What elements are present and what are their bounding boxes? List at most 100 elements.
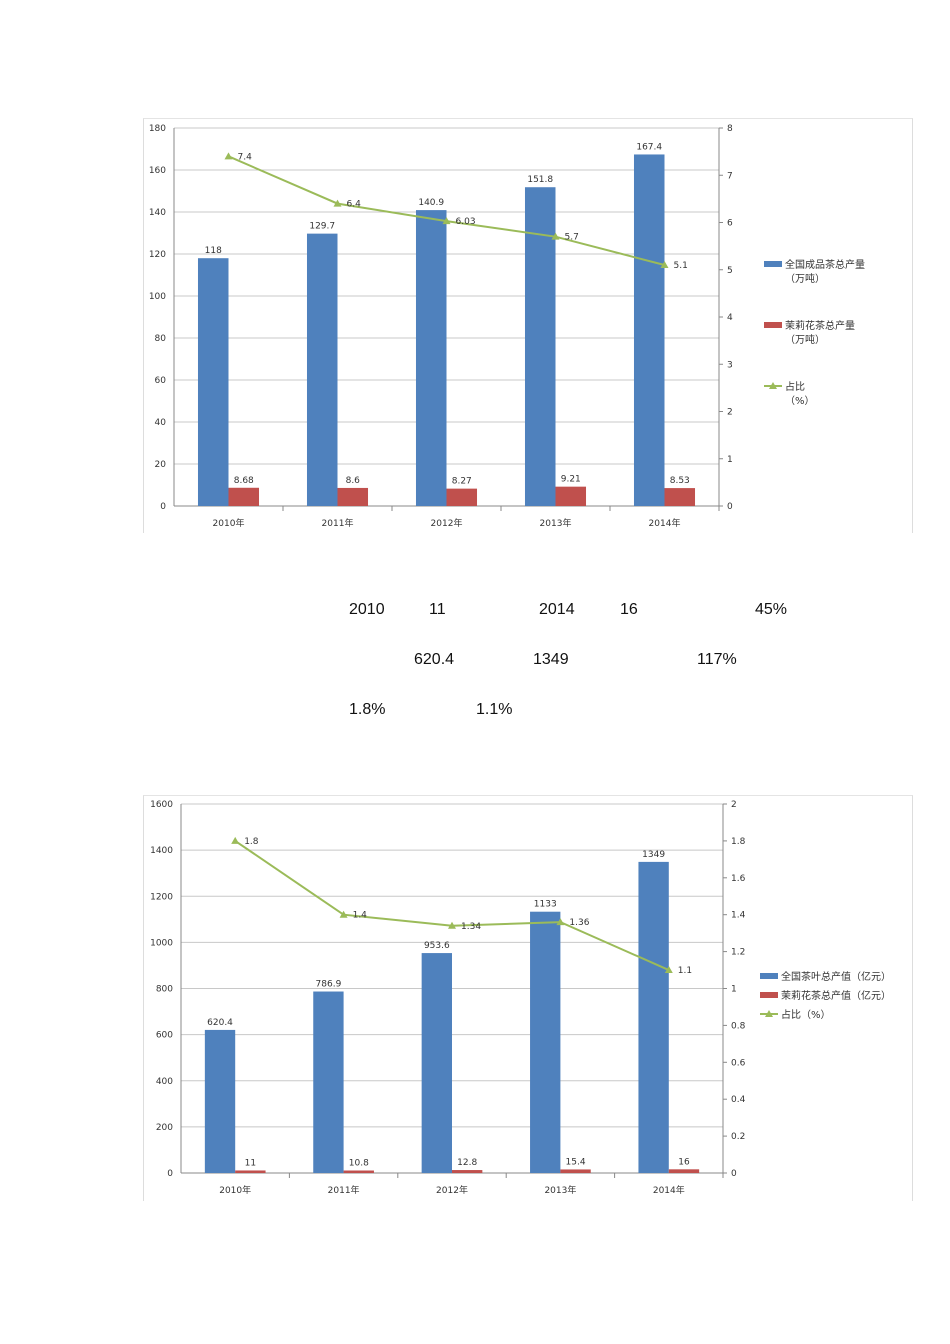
- line-point: [231, 836, 240, 844]
- bar: [421, 953, 452, 1173]
- text-fragment: 1.8%: [349, 701, 386, 718]
- data-label: 6.03: [456, 217, 476, 227]
- bar: [306, 233, 338, 506]
- legend-marker: [769, 382, 777, 389]
- line-point: [660, 261, 669, 269]
- y-tick-label-right: 1.8: [731, 837, 746, 847]
- x-tick-label: 2011年: [322, 517, 354, 529]
- y-tick-label-right: 1.2: [731, 948, 745, 958]
- x-tick-label: 2012年: [436, 1184, 468, 1196]
- bar: [633, 154, 665, 506]
- y-tick-label-right: 0.6: [731, 1058, 746, 1068]
- data-label: 5.1: [674, 261, 688, 271]
- y-tick-label-left: 600: [156, 1031, 173, 1041]
- data-label: 1.34: [461, 922, 481, 932]
- legend-swatch: [760, 973, 778, 979]
- y-tick-label-left: 120: [149, 250, 166, 260]
- legend-label: 茉莉花茶总产量: [785, 319, 855, 332]
- data-label: 16: [678, 1157, 690, 1167]
- data-label: 1.8: [244, 837, 259, 847]
- y-tick-label-right: 1.4: [731, 911, 746, 921]
- bar: [560, 1169, 591, 1173]
- bar: [668, 1169, 700, 1173]
- y-tick-label-left: 0: [167, 1169, 173, 1179]
- y-tick-label-right: 0.4: [731, 1095, 746, 1105]
- bar: [204, 1029, 236, 1173]
- y-tick-label-left: 1000: [150, 938, 173, 948]
- line-point: [551, 232, 560, 240]
- text-fragment: 1.1%: [476, 701, 513, 718]
- y-tick-label-right: 0.2: [731, 1132, 745, 1142]
- y-tick-label-left: 100: [149, 292, 166, 302]
- legend-label: 占比: [785, 380, 805, 393]
- data-label: 10.8: [349, 1159, 369, 1169]
- bar: [638, 861, 669, 1173]
- text-fragment: 11: [429, 601, 446, 618]
- bar: [343, 1170, 374, 1173]
- y-tick-label-right: 3: [727, 360, 733, 370]
- y-tick-label-right: 1: [731, 985, 737, 995]
- x-tick-label: 2012年: [431, 517, 463, 529]
- bar: [664, 488, 696, 506]
- y-tick-label-right: 8: [727, 124, 733, 134]
- y-tick-label-left: 160: [149, 166, 166, 176]
- legend-label-unit: （万吨）: [785, 272, 825, 285]
- legend-label: 全国茶叶总产值（亿元）: [781, 970, 891, 983]
- chart-svg: 0 20 40 60 80 100 120 140 160 180 0 1 2 3 4 5 6 7 8 2010年 20…: [149, 124, 865, 529]
- data-label: 1.1: [678, 966, 692, 976]
- data-label: 151.8: [527, 175, 553, 185]
- text-fragment: 620.4: [414, 651, 455, 668]
- data-label: 11: [245, 1158, 256, 1168]
- bar: [228, 487, 260, 506]
- line-point: [448, 921, 456, 929]
- data-label: 620.4: [207, 1018, 233, 1028]
- data-label: 7.4: [238, 152, 253, 162]
- bar: [197, 258, 229, 506]
- data-label: 129.7: [309, 222, 335, 232]
- legend-label: 全国成品茶总产量: [785, 258, 865, 271]
- bar: [452, 1170, 483, 1173]
- data-label: 6.4: [347, 200, 362, 210]
- y-tick-label-right: 6: [727, 219, 733, 229]
- x-tick-label: 2013年: [540, 517, 572, 529]
- data-label: 786.9: [316, 980, 342, 990]
- y-tick-label-right: 7: [727, 171, 733, 181]
- legend-swatch: [760, 992, 778, 998]
- y-tick-label-left: 1400: [150, 846, 173, 856]
- bar: [524, 187, 556, 506]
- y-tick-label-left: 800: [156, 985, 173, 995]
- data-label: 5.7: [565, 233, 579, 243]
- line-point: [556, 918, 565, 926]
- data-label: 15.4: [566, 1157, 586, 1167]
- y-tick-label-left: 20: [155, 460, 167, 470]
- y-tick-label-left: 60: [155, 376, 167, 386]
- text-fragment: 2010: [349, 601, 385, 618]
- data-label: 953.6: [424, 941, 450, 951]
- bar: [415, 210, 447, 507]
- data-label: 8.27: [452, 477, 472, 487]
- text-fragment: 2014: [539, 601, 575, 618]
- y-tick-label-left: 180: [149, 124, 166, 134]
- legend-swatch: [764, 261, 782, 267]
- y-tick-label-left: 80: [155, 334, 167, 344]
- tea-value-chart: 0 200 400 600 800 1000 1200 1400 1600 0 0.2 0.4 0.6 0…: [143, 795, 913, 1201]
- x-tick-label: 2010年: [219, 1184, 251, 1196]
- text-fragment: 16: [620, 601, 638, 618]
- data-label: 8.68: [234, 476, 254, 486]
- chart-svg: 0 200 400 600 800 1000 1200 1400 1600 0 0.2 0.4 0.6 0…: [150, 800, 891, 1196]
- y-tick-label-right: 0: [731, 1169, 737, 1179]
- text-fragment: 1349: [533, 651, 569, 668]
- y-tick-label-right: 0: [727, 502, 733, 512]
- y-tick-label-right: 1.6: [731, 874, 746, 884]
- legend-label: 占比（%）: [781, 1008, 831, 1021]
- bar: [313, 991, 344, 1173]
- line-point: [224, 152, 233, 160]
- line-point: [339, 910, 348, 918]
- data-label: 118: [205, 246, 222, 256]
- y-tick-label-right: 2: [731, 800, 737, 810]
- x-tick-label: 2010年: [213, 517, 245, 529]
- y-tick-label-left: 400: [156, 1077, 173, 1087]
- legend-label-unit: （%）: [785, 395, 815, 407]
- y-tick-label-right: 2: [727, 408, 733, 418]
- legend-label-unit: （万吨）: [785, 333, 825, 346]
